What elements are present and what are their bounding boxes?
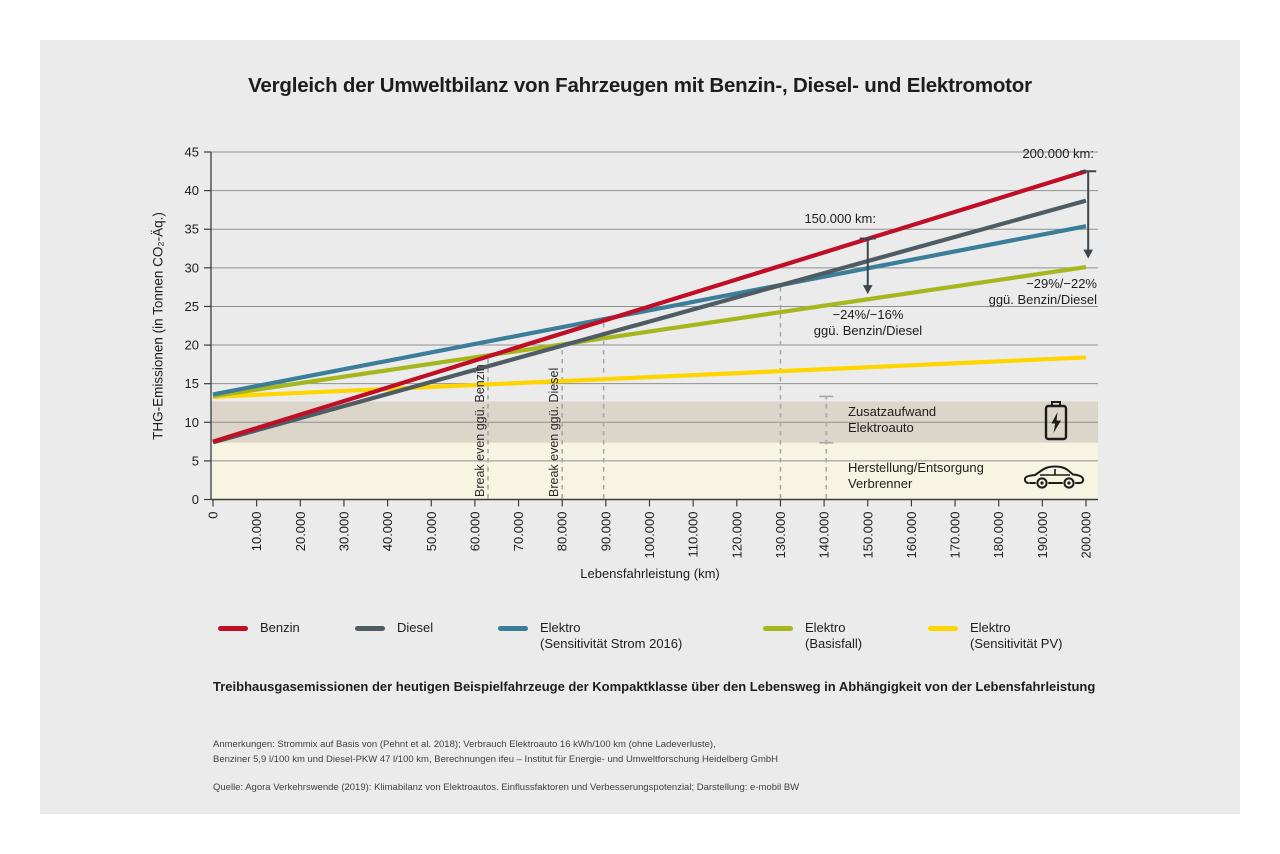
- legend-label-diesel: Diesel: [397, 620, 434, 635]
- footnote-anmerkungen-line1: Anmerkungen: Strommix auf Basis von (Peh…: [213, 739, 716, 750]
- legend-label-elektro-pv-sub: (Sensitivität PV): [970, 636, 1063, 651]
- arrow-head: [862, 285, 873, 295]
- x-axis-label: Lebensfahrleistung (km): [580, 566, 720, 581]
- footnote-anmerkungen-line2: Benziner 5,9 l/100 km und Diesel-PKW 47 …: [213, 754, 779, 765]
- legend-swatch-benzin: [218, 626, 248, 631]
- x-tick-label: 110.000: [686, 512, 701, 558]
- legend-item-benzin: Benzin: [218, 620, 300, 636]
- x-tick-label: 140.000: [817, 512, 832, 559]
- annotation-150000km-label: 150.000 km:: [804, 211, 876, 226]
- y-tick-label: 15: [185, 376, 199, 391]
- legend-item-elektro-basisfall: Elektro (Basisfall): [763, 620, 862, 652]
- band-zusatzaufwand-line2: Elektroauto: [848, 419, 914, 435]
- x-tick-label: 100.000: [642, 512, 657, 559]
- legend-label-elektro-strom2016-sub: (Sensitivität Strom 2016): [540, 636, 683, 651]
- legend-swatch-diesel: [355, 626, 385, 631]
- legend-label-elektro-pv: Elektro: [970, 620, 1011, 635]
- y-tick-label: 40: [185, 183, 199, 198]
- x-tick-label: 180.000: [991, 511, 1006, 558]
- footnote-quelle: Quelle: Agora Verkehrswende (2019): Klim…: [213, 782, 800, 793]
- x-tick-label: 130.000: [773, 512, 788, 559]
- band: [211, 442, 1098, 500]
- band-herstellung-line2: Verbrenner: [848, 475, 913, 491]
- page-title: Vergleich der Umweltbilanz von Fahrzeuge…: [248, 74, 1032, 97]
- x-tick-label: 120.000: [729, 512, 744, 559]
- breakeven-diesel-label: Break even ggü. Diesel: [547, 367, 561, 497]
- annotation-200000km-note-line1: −29%/−22%: [1026, 276, 1097, 291]
- x-tick-label: 70.000: [511, 512, 526, 552]
- legend-item-diesel: Diesel: [355, 620, 433, 636]
- x-tick-label: 0: [206, 512, 221, 519]
- legend-label-elektro-basisfall: Elektro: [805, 620, 846, 635]
- series-line-Elektro (Sensitivität Strom 2016): [212, 224, 1087, 397]
- x-tick-label: 30.000: [336, 512, 351, 552]
- y-tick-label: 10: [185, 415, 199, 430]
- x-tick-label: 90.000: [598, 512, 613, 552]
- y-tick-label: 0: [192, 492, 199, 507]
- legend-swatch-elektro-pv: [928, 626, 958, 631]
- x-tick-label: 200.000: [1079, 512, 1094, 559]
- annotation-200000km-note: −29%/−22% ggü. Benzin/Diesel: [877, 276, 1097, 307]
- chart-caption: Treibhausgasemissionen der heutigen Beis…: [213, 679, 1096, 694]
- y-tick-label: 45: [185, 145, 199, 160]
- series-line-Diesel: [212, 198, 1087, 445]
- x-tick-label: 20.000: [293, 512, 308, 552]
- y-tick-label: 5: [192, 453, 199, 468]
- annotation-150000km-note-line2: ggü. Benzin/Diesel: [813, 322, 923, 338]
- y-tick-label: 25: [185, 299, 199, 314]
- x-tick-label: 170.000: [948, 512, 963, 559]
- arrow-head: [1083, 249, 1093, 259]
- x-tick-label: 160.000: [904, 512, 919, 559]
- legend-swatch-elektro-strom2016: [498, 626, 528, 631]
- x-tick-label: 150.000: [860, 512, 875, 559]
- band-herstellung-label: Herstellung/Entsorgung Verbrenner: [848, 460, 984, 491]
- x-tick-label: 60.000: [467, 512, 482, 552]
- band-zusatzaufwand-line1: Zusatzaufwand: [848, 404, 937, 419]
- x-tick-label: 50.000: [424, 512, 439, 552]
- band-herstellung-line1: Herstellung/Entsorgung: [848, 460, 984, 475]
- series-line-Benzin: [212, 169, 1087, 444]
- breakeven-benzin-label: Break even ggü. Benzin: [473, 364, 487, 497]
- x-tick-label: 40.000: [380, 512, 395, 552]
- annotation-200000km-note-line2: ggü. Benzin/Diesel: [988, 291, 1097, 307]
- x-tick-label: 190.000: [1035, 512, 1050, 559]
- x-tick-label: 80.000: [555, 512, 570, 552]
- legend-swatch-elektro-basisfall: [763, 626, 793, 631]
- series-line-Elektro (Basisfall): [212, 264, 1087, 399]
- series-line-Elektro (Sensitivität PV): [212, 355, 1087, 399]
- legend-label-benzin: Benzin: [260, 620, 300, 635]
- y-tick-label: 30: [185, 260, 199, 275]
- legend-item-elektro-strom2016: Elektro (Sensitivität Strom 2016): [498, 620, 682, 652]
- legend-item-elektro-pv: Elektro (Sensitivität PV): [928, 620, 1062, 652]
- y-tick-label: 35: [185, 222, 199, 237]
- annotation-150000km-note-line1: −24%/−16%: [832, 307, 904, 322]
- car-icon: [1022, 463, 1086, 491]
- battery-icon: [1044, 401, 1068, 441]
- x-tick-label: 10.000: [249, 512, 264, 552]
- annotation-150000km-note: −24%/−16% ggü. Benzin/Diesel: [758, 307, 978, 338]
- y-tick-label: 20: [185, 338, 199, 353]
- band-zusatzaufwand-label: Zusatzaufwand Elektroauto: [848, 404, 936, 435]
- y-axis-label: THG-Emissionen (in Tonnen CO₂-Äq.): [150, 212, 166, 440]
- legend-label-elektro-basisfall-sub: (Basisfall): [805, 636, 863, 651]
- annotation-200000km-label: 200.000 km:: [1022, 146, 1094, 161]
- legend-label-elektro-strom2016: Elektro: [540, 620, 581, 635]
